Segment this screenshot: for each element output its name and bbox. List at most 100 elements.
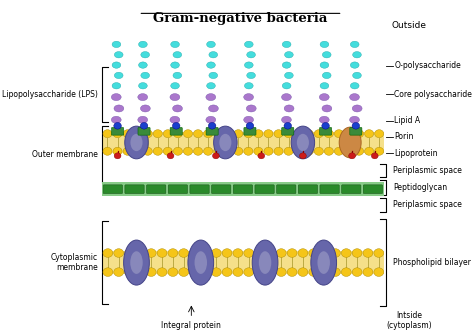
FancyBboxPatch shape <box>277 185 296 194</box>
Ellipse shape <box>339 127 361 158</box>
Ellipse shape <box>209 105 219 112</box>
Circle shape <box>209 123 216 129</box>
Circle shape <box>244 249 254 257</box>
Circle shape <box>183 130 192 138</box>
Ellipse shape <box>320 41 329 48</box>
Circle shape <box>284 123 292 129</box>
Ellipse shape <box>284 105 294 112</box>
Ellipse shape <box>282 116 292 123</box>
Circle shape <box>190 268 200 276</box>
Ellipse shape <box>284 52 293 58</box>
Ellipse shape <box>219 134 231 151</box>
Ellipse shape <box>283 41 291 48</box>
Circle shape <box>298 249 308 257</box>
Circle shape <box>103 147 112 155</box>
FancyBboxPatch shape <box>206 127 218 135</box>
Circle shape <box>190 249 200 257</box>
Circle shape <box>136 249 146 257</box>
Circle shape <box>136 268 146 276</box>
Circle shape <box>324 147 333 155</box>
Circle shape <box>254 130 263 138</box>
Circle shape <box>244 268 254 276</box>
Circle shape <box>355 147 364 155</box>
Circle shape <box>164 130 173 138</box>
FancyBboxPatch shape <box>146 185 166 194</box>
Circle shape <box>173 130 182 138</box>
Circle shape <box>103 249 113 257</box>
FancyBboxPatch shape <box>103 185 122 194</box>
Circle shape <box>123 147 132 155</box>
Ellipse shape <box>124 240 149 285</box>
Circle shape <box>125 249 135 257</box>
Ellipse shape <box>320 83 329 89</box>
Ellipse shape <box>318 251 330 274</box>
Circle shape <box>113 130 122 138</box>
Ellipse shape <box>350 41 359 48</box>
Text: Lipid A: Lipid A <box>394 116 420 125</box>
Ellipse shape <box>350 62 359 68</box>
Circle shape <box>322 123 329 129</box>
FancyBboxPatch shape <box>138 127 150 135</box>
Circle shape <box>153 147 162 155</box>
Ellipse shape <box>138 83 147 89</box>
Ellipse shape <box>320 62 329 68</box>
Text: Cytoplasmic
membrane: Cytoplasmic membrane <box>51 253 98 272</box>
Circle shape <box>214 147 223 155</box>
Circle shape <box>211 249 221 257</box>
Ellipse shape <box>247 72 255 79</box>
Ellipse shape <box>246 105 256 112</box>
Circle shape <box>287 249 297 257</box>
Circle shape <box>173 123 180 129</box>
Ellipse shape <box>206 116 216 123</box>
Circle shape <box>341 268 351 276</box>
Circle shape <box>287 268 297 276</box>
Circle shape <box>274 130 283 138</box>
Ellipse shape <box>114 72 123 79</box>
FancyBboxPatch shape <box>320 185 339 194</box>
Circle shape <box>179 249 189 257</box>
Ellipse shape <box>283 62 291 68</box>
Circle shape <box>167 153 174 159</box>
Ellipse shape <box>207 83 215 89</box>
Text: Outer membrane: Outer membrane <box>32 150 98 159</box>
Circle shape <box>330 249 340 257</box>
Circle shape <box>133 147 142 155</box>
Circle shape <box>284 130 293 138</box>
Ellipse shape <box>138 41 147 48</box>
FancyBboxPatch shape <box>111 127 124 135</box>
Ellipse shape <box>245 83 253 89</box>
Circle shape <box>146 268 156 276</box>
FancyBboxPatch shape <box>211 185 231 194</box>
Ellipse shape <box>319 93 329 100</box>
Circle shape <box>264 130 273 138</box>
Ellipse shape <box>353 72 361 79</box>
Circle shape <box>222 268 232 276</box>
Circle shape <box>143 147 152 155</box>
Circle shape <box>234 130 243 138</box>
Circle shape <box>222 249 232 257</box>
Ellipse shape <box>188 240 214 285</box>
Ellipse shape <box>138 116 147 123</box>
Circle shape <box>233 249 243 257</box>
Ellipse shape <box>173 52 182 58</box>
Circle shape <box>319 249 329 257</box>
FancyBboxPatch shape <box>319 127 332 135</box>
Ellipse shape <box>247 52 255 58</box>
Text: Lipoprotein: Lipoprotein <box>394 149 438 158</box>
Ellipse shape <box>173 105 182 112</box>
FancyBboxPatch shape <box>233 185 253 194</box>
Ellipse shape <box>214 126 237 159</box>
Circle shape <box>258 153 264 159</box>
Circle shape <box>349 153 356 159</box>
Circle shape <box>212 153 219 159</box>
Circle shape <box>244 147 253 155</box>
Ellipse shape <box>138 93 147 100</box>
Ellipse shape <box>353 52 361 58</box>
Circle shape <box>114 153 121 159</box>
Ellipse shape <box>207 41 215 48</box>
Bar <box>102 251 384 274</box>
Circle shape <box>203 147 213 155</box>
Circle shape <box>114 268 124 276</box>
Ellipse shape <box>206 93 216 100</box>
Ellipse shape <box>171 41 180 48</box>
